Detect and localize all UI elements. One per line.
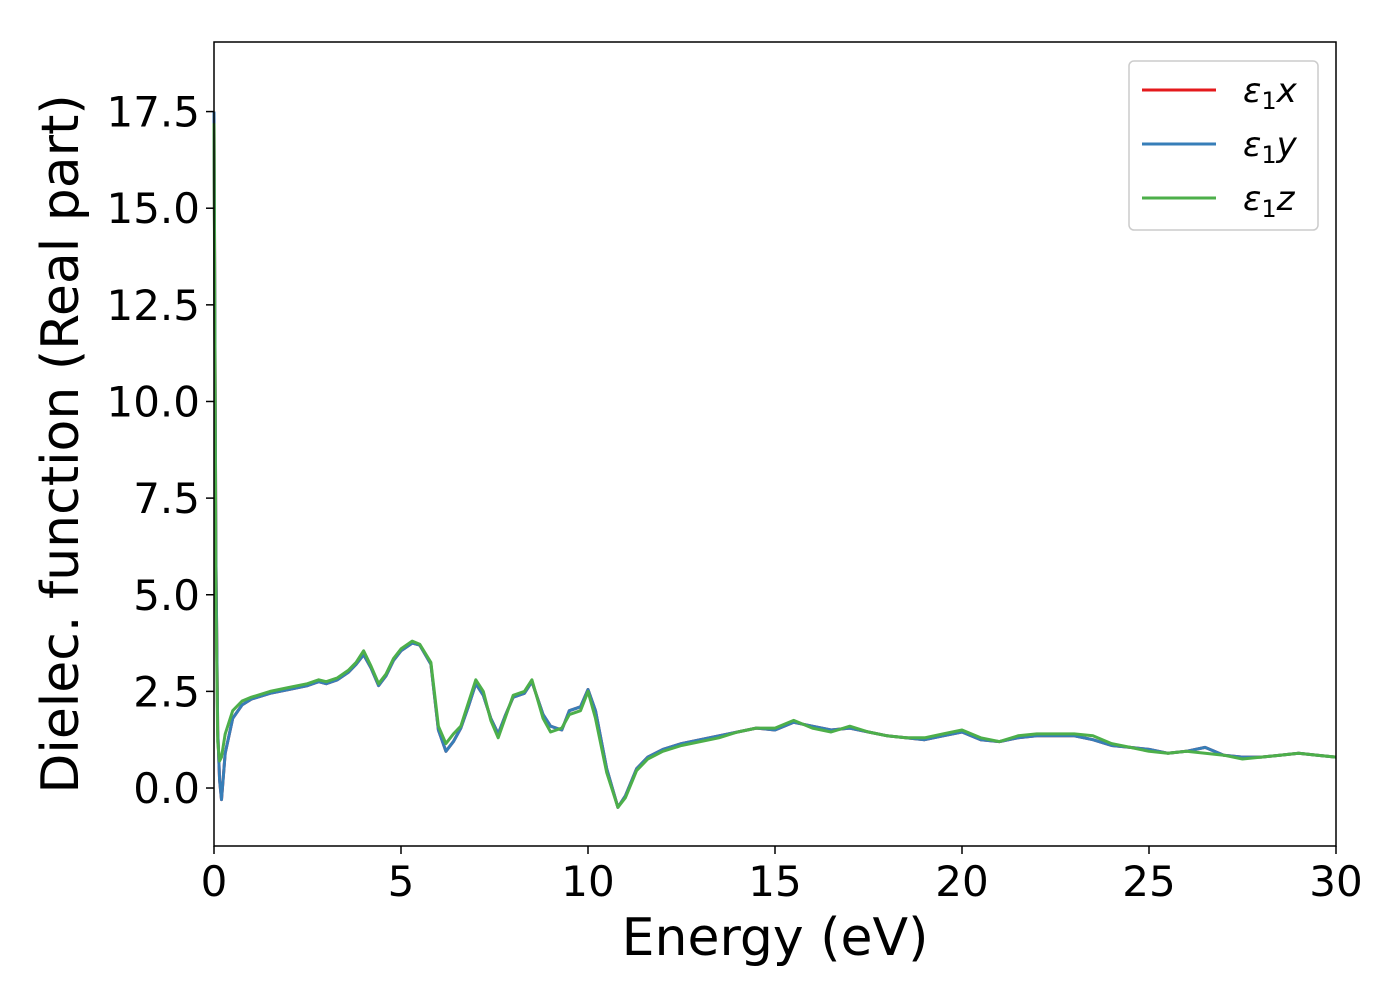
y-tick-label: 15.0 [106,184,200,233]
y-tick-label: 7.5 [133,474,200,523]
legend-label-3: ε1z [1243,179,1296,223]
series-lines [212,111,1337,809]
x-tick-label: 15 [748,857,801,906]
x-tick-label: 30 [1309,857,1362,906]
legend-box [1128,60,1319,231]
y-tick-label: 12.5 [106,281,200,330]
x-tick-label: 10 [561,857,614,906]
x-tick-label: 25 [1122,857,1175,906]
x-tick-label: 0 [201,857,228,906]
legend-label-2: ε1y [1243,125,1298,169]
y-tick-label: 2.5 [133,667,200,716]
y-tick-label: 0.0 [133,764,200,813]
y-tick-label: 5.0 [133,571,200,620]
y-tick-label: 17.5 [106,88,200,137]
x-tick-label: 20 [935,857,988,906]
legend-label-1: ε1x [1243,71,1298,115]
legend: ε1x ε1y ε1z [1128,60,1319,231]
x-axis-label: Energy (eV) [622,908,929,968]
y-axis-ticks: 0.0 2.5 5.0 7.5 10.0 12.5 15.0 17.5 [106,88,214,813]
y-axis-label: Dielec. function (Real part) [31,94,91,793]
series-line-3 [212,123,1337,809]
y-tick-label: 10.0 [106,377,200,426]
x-axis-ticks: 0 5 10 15 20 25 30 [201,846,1363,906]
x-tick-label: 5 [388,857,415,906]
